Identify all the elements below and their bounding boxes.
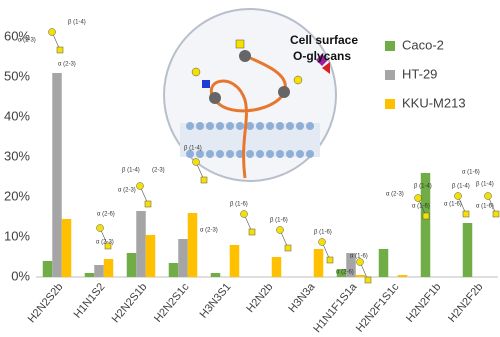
linkage-label: α (2-3)	[18, 38, 36, 44]
x-tick-label: H3N3a	[286, 280, 318, 315]
x-tick-label: H2N2S1c	[152, 281, 192, 325]
chart-subtitle: O-glycans	[293, 49, 351, 63]
glycan-galnac	[200, 176, 208, 184]
glycan-galnac	[56, 46, 64, 54]
glycan-galnac	[104, 242, 112, 250]
bar	[420, 173, 431, 277]
bar	[178, 239, 188, 277]
linkage-label: β (1-4)	[68, 20, 86, 26]
y-tick-label: 0%	[11, 268, 30, 283]
x-tick-label: H3N3S1	[198, 281, 234, 321]
bar	[84, 273, 95, 277]
linkage-label: α (1-6)	[444, 202, 462, 208]
x-tick-label: H2N2F1S1c	[354, 281, 402, 335]
linkage-label: β (1-4)	[452, 184, 470, 190]
bar	[136, 211, 146, 277]
bar	[229, 245, 240, 277]
bar	[462, 223, 473, 277]
bar	[187, 213, 198, 277]
bar	[52, 73, 62, 277]
x-tick-label: H2N2b	[244, 281, 275, 315]
linkage-label: β (1-6)	[270, 218, 288, 224]
bar	[42, 261, 53, 277]
glycan-galnac	[326, 256, 334, 264]
bar	[145, 235, 156, 277]
glycan-galnac	[492, 210, 500, 218]
glycan-galactose	[276, 226, 284, 234]
x-tick-label: H2N2S1b	[110, 281, 150, 325]
x-tick-label: H2N2S2b	[26, 281, 66, 325]
bar	[378, 249, 389, 277]
bar	[313, 249, 324, 277]
x-tick-label: H2N2F2b	[446, 281, 485, 325]
glycan-galactose	[48, 28, 56, 36]
y-tick-label: 10%	[4, 228, 30, 243]
bar	[346, 253, 356, 277]
linkage-label: α (2-6)	[97, 212, 115, 218]
linkage-label: α (1-6)	[476, 204, 494, 210]
bar	[355, 275, 366, 277]
glycan-galactose	[414, 194, 422, 202]
legend-label: Caco-2	[402, 37, 444, 52]
legend-swatch	[385, 99, 395, 109]
bar	[271, 257, 282, 277]
bar	[210, 273, 221, 277]
bar	[61, 219, 72, 277]
linkage-label: β (1-4)	[184, 146, 202, 152]
bar	[168, 263, 179, 277]
linkage-label: β (1-4)	[476, 182, 494, 188]
glycan-galnac	[284, 244, 292, 252]
glycan-galactose	[136, 182, 144, 190]
y-tick-label: 40%	[4, 108, 30, 123]
bar	[336, 269, 347, 277]
glycan-galnac	[364, 276, 372, 284]
legend-swatch	[385, 70, 395, 80]
x-tick-label: H1N1S2	[72, 281, 108, 321]
linkage-label: α (2-3)	[200, 228, 218, 234]
bar	[397, 275, 408, 277]
linkage-label: β (1-4)	[122, 168, 140, 174]
chart-title: Cell surface	[290, 33, 358, 47]
legend-label: HT-29	[402, 66, 437, 81]
glycan-galactose	[454, 192, 462, 200]
legend-label: KKU-M213	[402, 95, 466, 110]
legend-swatch	[385, 41, 395, 51]
linkage-label: β (1-6)	[230, 202, 248, 208]
linkage-label: (2-3)	[152, 168, 165, 174]
y-tick-label: 50%	[4, 68, 30, 83]
glycan-galactose	[318, 238, 326, 246]
cell-illustration	[163, 8, 337, 182]
y-tick-label: 30%	[4, 148, 30, 163]
linkage-label: α (1-6)	[412, 204, 430, 210]
glycan-galnac	[248, 228, 256, 236]
linkage-label: α (2-6)	[336, 270, 354, 276]
glycan-galactose	[192, 158, 200, 166]
bar	[103, 259, 114, 277]
linkage-label: β (1-4)	[414, 184, 432, 190]
linkage-label: β (1-6)	[314, 230, 332, 236]
glycan-galactose	[96, 224, 104, 232]
linkage-label: α (2-3)	[386, 192, 404, 198]
y-tick-label: 20%	[4, 188, 30, 203]
linkage-label: α (2-3)	[58, 62, 76, 68]
linkage-label: α (2-3)	[96, 240, 114, 246]
glycan-galnac	[422, 212, 430, 220]
x-tick-label: H2N2F1b	[404, 281, 443, 325]
bar	[126, 253, 137, 277]
y-tick-label: 60%	[4, 28, 30, 43]
linkage-label: α (2-3)	[118, 188, 136, 194]
glycan-galnac	[462, 210, 470, 218]
glycan-galnac	[144, 200, 152, 208]
linkage-label: α (1-6)	[462, 170, 480, 176]
glycan-galactose	[240, 210, 248, 218]
glycan-galactose	[356, 258, 364, 266]
bar	[94, 265, 104, 277]
glycan-galactose	[484, 192, 492, 200]
linkage-label: α (1-6)	[350, 254, 368, 260]
